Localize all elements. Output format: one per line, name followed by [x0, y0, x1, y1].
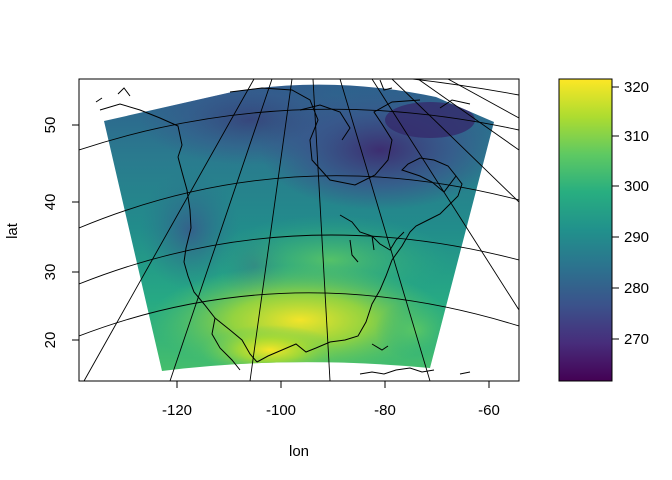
x-tick-label: -60: [478, 402, 500, 419]
y-tick-label: 40: [42, 194, 59, 211]
colorbar-legend: 270 280 290 300 310 320: [558, 78, 649, 382]
y-axis-label: lat: [4, 222, 21, 239]
colorbar-tick-label: 280: [624, 280, 649, 297]
y-axis: 20 30 40 50 lat: [4, 117, 80, 349]
x-axis-label: lon: [289, 443, 309, 460]
x-tick-label: -100: [266, 402, 296, 419]
x-tick-label: -120: [162, 402, 192, 419]
y-tick-label: 20: [42, 332, 59, 349]
y-tick-label: 30: [42, 264, 59, 281]
y-tick-label: 50: [42, 117, 59, 134]
colorbar-tick-label: 310: [624, 128, 649, 145]
x-axis: -120 -100 -80 -60 lon: [162, 380, 500, 460]
colorbar-tick-label: 300: [624, 178, 649, 195]
coastlines: [95, 79, 471, 375]
colorbar-tick-label: 320: [624, 79, 649, 96]
colorbar-tick-label: 290: [624, 229, 649, 246]
x-tick-label: -80: [374, 402, 396, 419]
colorbar-ramp: [558, 78, 613, 382]
graticule-lines: [79, 79, 519, 381]
colorbar-tick-label: 270: [624, 331, 649, 348]
